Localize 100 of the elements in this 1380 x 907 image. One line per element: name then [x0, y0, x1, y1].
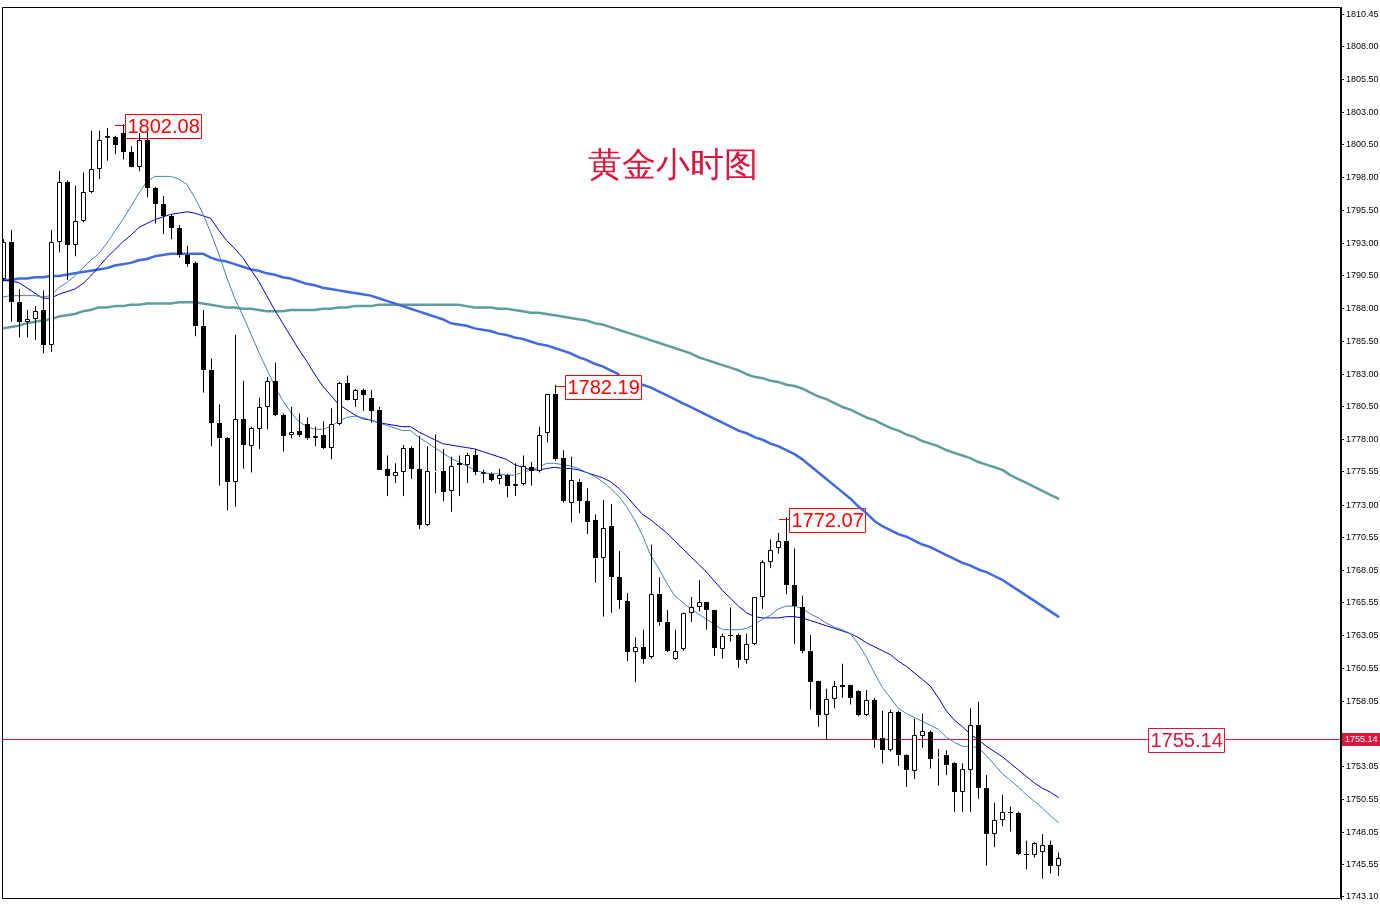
y-tick-label: 1763.05 — [1346, 630, 1379, 641]
candlestick — [233, 334, 238, 508]
candlestick — [760, 559, 765, 610]
candlestick — [81, 171, 86, 223]
candlestick — [457, 454, 462, 497]
candlestick — [217, 403, 222, 487]
candlestick — [569, 456, 574, 523]
candlestick — [673, 629, 678, 661]
y-tick-label: 1793.00 — [1346, 237, 1379, 248]
candlestick — [633, 637, 638, 683]
candlestick — [720, 633, 725, 660]
candlestick — [57, 170, 62, 253]
candlestick — [97, 130, 102, 180]
candlestick — [529, 461, 534, 487]
y-tick-label: 1758.05 — [1346, 695, 1379, 706]
candlestick — [361, 388, 366, 412]
candlestick — [385, 454, 390, 497]
candlestick — [401, 444, 406, 497]
text: 1755.14 — [1345, 734, 1378, 745]
candlestick — [329, 407, 334, 460]
candlestick — [105, 127, 110, 162]
y-tick-label: 1803.00 — [1346, 106, 1379, 117]
y-tick-label: 1775.55 — [1346, 466, 1379, 477]
candlestick — [25, 309, 30, 339]
y-tick-label: 1745.55 — [1346, 859, 1379, 870]
y-tick-label: 1765.55 — [1346, 597, 1379, 608]
candlestick — [353, 388, 358, 408]
y-tick-label: 1785.50 — [1346, 335, 1379, 346]
annotation: 1782.19 — [567, 375, 640, 398]
y-tick-label: 1798.00 — [1346, 172, 1379, 183]
candlestick — [297, 413, 302, 438]
candlestick — [433, 434, 438, 494]
candlestick — [313, 426, 318, 447]
candlestick — [537, 426, 542, 473]
candlestick — [704, 601, 709, 631]
y-tick-label: 1770.55 — [1346, 531, 1379, 542]
candlestick — [832, 680, 837, 709]
candlestick — [920, 713, 925, 749]
candlestick — [257, 397, 262, 450]
candlestick — [249, 426, 254, 473]
candlestick — [649, 544, 654, 660]
candlestick — [1024, 840, 1029, 870]
y-tick-label: 1795.50 — [1346, 204, 1379, 215]
candlestick — [513, 462, 518, 497]
candlestick — [33, 305, 38, 341]
candlestick — [49, 229, 54, 353]
candlestick — [728, 606, 733, 642]
y-tick-label: 1748.05 — [1346, 826, 1379, 837]
candlestick — [697, 579, 702, 612]
candlestick — [289, 406, 294, 439]
candlestick — [936, 748, 941, 787]
text: 黄金小时图 — [587, 145, 758, 184]
candlestick — [1040, 833, 1045, 880]
candlestick — [880, 710, 885, 764]
y-tick-label: 1805.50 — [1346, 73, 1379, 84]
ref-line-label: 1755.14 — [1150, 728, 1223, 751]
candlestick — [1056, 851, 1061, 877]
candlestick — [840, 663, 845, 699]
candlestick — [744, 633, 749, 665]
y-tick-label: 1810.45 — [1346, 9, 1379, 20]
y-tick-label: 1750.55 — [1346, 793, 1379, 804]
candlestick — [241, 380, 246, 470]
candlestick — [768, 538, 773, 569]
candlestick — [1008, 806, 1013, 832]
y-tick-label: 1783.00 — [1346, 368, 1379, 379]
y-tick-label: 1780.50 — [1346, 401, 1379, 412]
y-tick-label: 1800.50 — [1346, 139, 1379, 150]
candlestick — [681, 612, 686, 652]
candlestick — [689, 596, 694, 623]
candlestick — [89, 130, 94, 194]
candlestick — [824, 688, 829, 741]
annotation: 1802.08 — [127, 114, 200, 137]
y-tick-label: 1773.00 — [1346, 499, 1379, 510]
candlestick — [912, 718, 917, 780]
y-tick-label: 1788.00 — [1346, 303, 1379, 314]
candlestick — [752, 596, 757, 646]
candlestick — [864, 689, 869, 717]
candlestick — [888, 709, 893, 753]
y-tick-label: 1760.55 — [1346, 662, 1379, 673]
candlestick — [449, 456, 454, 513]
annotation: 1772.07 — [791, 508, 864, 531]
candlestick — [968, 707, 973, 813]
candlestick — [601, 499, 606, 618]
y-tick-label: 1790.50 — [1346, 270, 1379, 281]
candlestick — [521, 454, 526, 487]
candlestick — [425, 445, 430, 527]
candlestick — [776, 532, 781, 555]
y-tick-label: 1743.10 — [1346, 891, 1379, 902]
candlestick — [545, 393, 550, 443]
candlestick — [337, 381, 342, 426]
y-tick-label: 1768.05 — [1346, 564, 1379, 575]
candlestick — [265, 376, 270, 430]
candlestick — [465, 452, 470, 484]
candlestick — [393, 462, 398, 484]
y-tick-label: 1808.00 — [1346, 41, 1379, 52]
candlestick — [73, 185, 78, 257]
candlestick — [161, 195, 166, 235]
candlestick — [792, 547, 797, 645]
candlestick — [960, 762, 965, 813]
candlestick — [992, 802, 997, 848]
